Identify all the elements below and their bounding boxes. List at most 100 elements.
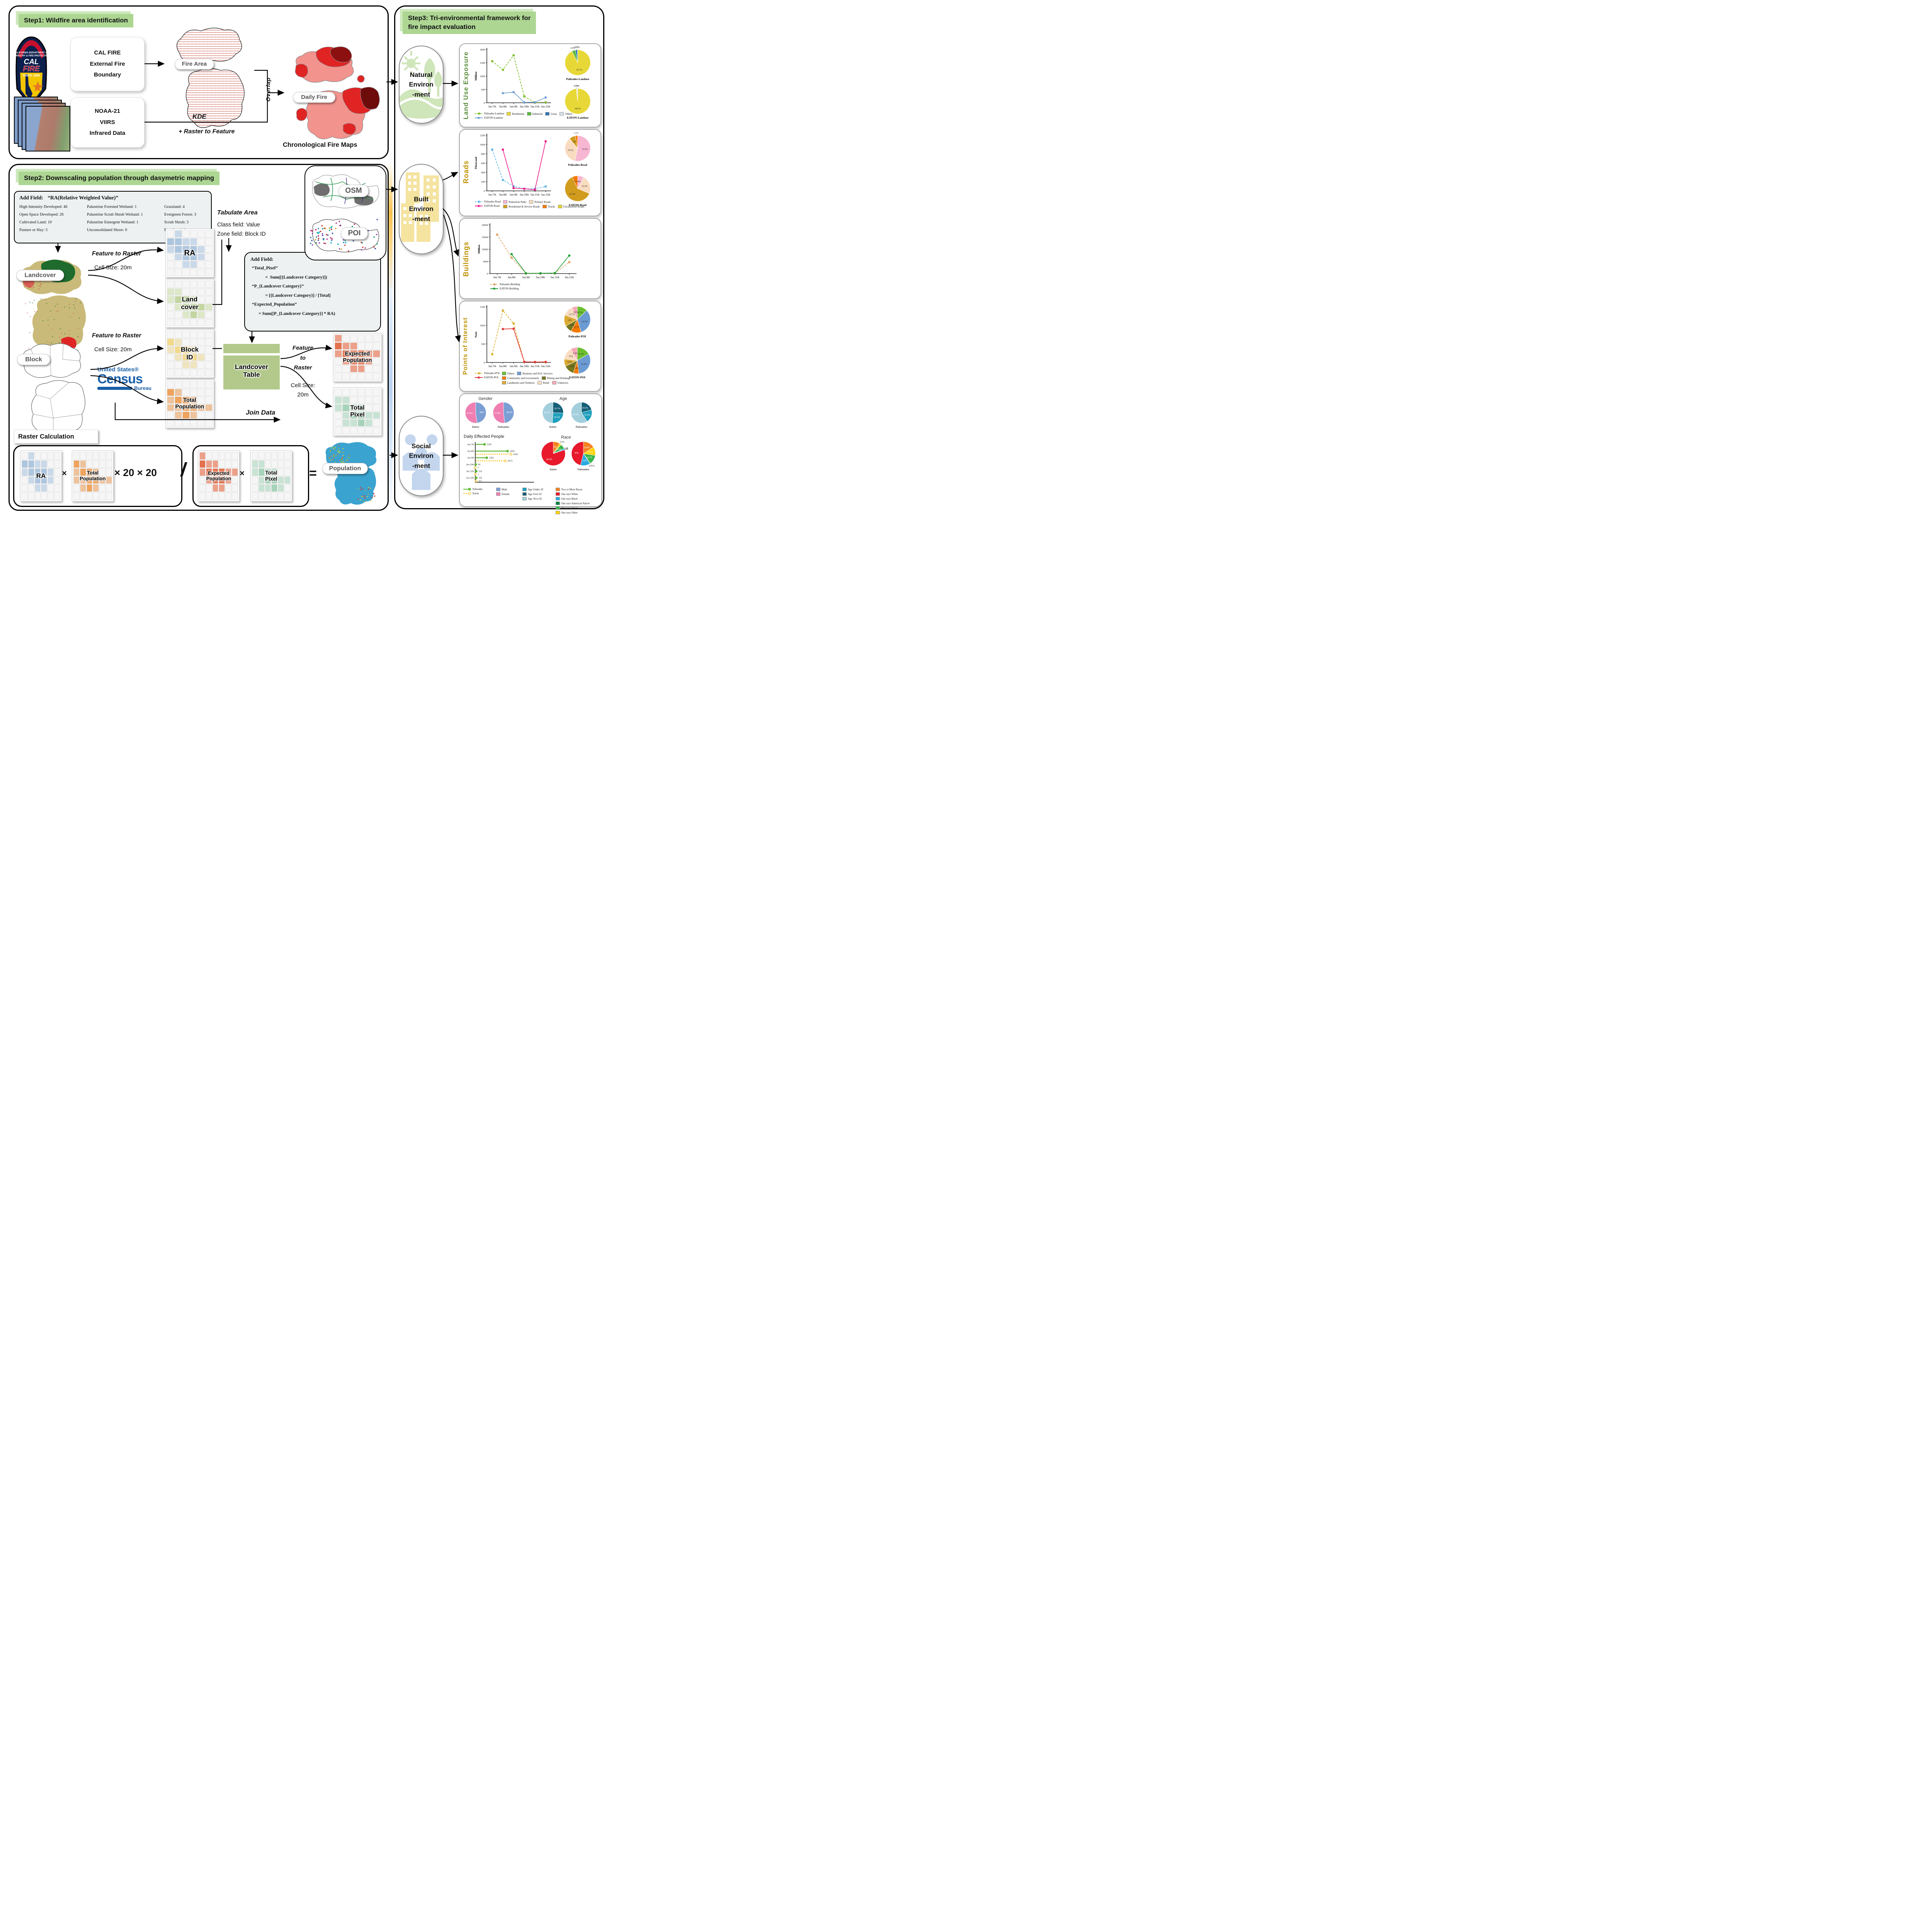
poi-pill[interactable]: POI	[341, 227, 368, 240]
landcover-grid-label: Land cover	[181, 296, 199, 311]
svg-text:Jan.9th: Jan.9th	[510, 105, 518, 108]
svg-text:12.7%: 12.7%	[587, 456, 592, 459]
svg-text:23.4%: 23.4%	[582, 185, 588, 188]
svg-text:3926: 3926	[510, 450, 515, 452]
svg-text:EATON-Road: EATON-Road	[569, 203, 587, 207]
race-pie-palisades: 15.8% 11.6% 12.7% 0.87% 13% 46% Palisades	[571, 441, 596, 471]
landuse-pie-eaton: 98.3% 0.3%1.4% EATON-Landuse	[565, 85, 591, 119]
equation-total-population-label: Total Population	[80, 470, 106, 481]
add-field-title: Add Field:	[250, 256, 274, 262]
osm-poi-box	[304, 165, 386, 260]
feature-to-raster-label-2: Feature to Raster	[92, 332, 141, 339]
natural-environment-label: Natural Environ -ment	[409, 71, 434, 98]
svg-text:EATON-POI: EATON-POI	[569, 376, 585, 379]
osm-pill[interactable]: OSM	[338, 185, 369, 197]
svg-text:20.5%: 20.5%	[582, 407, 588, 409]
svg-text:Palisades-Landuse: Palisades-Landuse	[566, 77, 589, 81]
equation-total-pixel-label: Total Pixel	[265, 470, 277, 482]
built-environment-label: Built Environ -ment	[409, 195, 434, 223]
ra-grid-label: RA	[184, 248, 196, 257]
gender-pie-palisades: 48.2% 51.8% Palisades	[493, 402, 514, 429]
svg-text:0: 0	[484, 102, 485, 104]
svg-text:59.1%: 59.1%	[573, 413, 579, 416]
svg-text:Jan.8th: Jan.8th	[508, 276, 516, 279]
roads-line-chart: 0 200 400 600 800 1000 1200 Jan.7th Jan.8th Jan.9…	[474, 134, 551, 196]
svg-text:Jan.8th: Jan.8th	[499, 105, 507, 108]
census-line2: Census	[97, 372, 143, 386]
svg-text:14%: 14%	[568, 320, 572, 322]
equation-times3: ×	[240, 468, 245, 478]
calfire-name1: CAL	[24, 58, 39, 66]
svg-text:200: 200	[481, 180, 485, 183]
svg-text:6.8%: 6.8%	[574, 367, 579, 370]
svg-text:1500: 1500	[480, 306, 485, 308]
svg-text:Jan.12th: Jan.12th	[565, 276, 574, 279]
noaa-source-box[interactable]: NOAA-21 VIIRS Infrared Data	[70, 97, 145, 148]
feature-to-raster-label-1: Feature to Raster	[92, 250, 141, 257]
satellite-image-stack	[14, 97, 72, 151]
svg-text:0.3%: 0.3%	[574, 85, 578, 87]
age-title: Age	[560, 396, 567, 401]
svg-text:48.2%: 48.2%	[507, 412, 513, 414]
svg-text:Jan.8th: Jan.8th	[467, 450, 474, 452]
built-environment-capsule[interactable]: Built Environ -ment	[399, 164, 444, 254]
age-pie-eaton: 25.7% 25.2% 49.1% Eaton	[542, 402, 564, 429]
equation-times2: × 20 × 20	[114, 467, 157, 478]
svg-text:0: 0	[484, 190, 485, 192]
calfire-since: SINCE 1885	[23, 74, 40, 77]
age-legend: Age Under 18 Age Over 65 Age 18 to 65	[522, 488, 543, 500]
svg-text:Jan.7th: Jan.7th	[493, 276, 502, 279]
svg-text:Jan.11th: Jan.11th	[531, 193, 540, 196]
svg-text:Million: Million	[477, 245, 481, 254]
social-environment-capsule[interactable]: Social Environ -ment	[399, 416, 444, 496]
svg-text:1000: 1000	[480, 143, 485, 146]
svg-text:Jan.10th: Jan.10th	[520, 193, 529, 196]
svg-text:Jan.11th: Jan.11th	[531, 105, 540, 108]
svg-text:1: 1	[478, 473, 479, 476]
daily-fire-pill[interactable]: Daily Fire	[293, 92, 335, 103]
ra-col2: Palustrine Forested Wetland: 1 Palustrin…	[87, 205, 143, 232]
calfire-name2: FIRE	[23, 65, 40, 73]
calfire-arc1: CALIFORNIA DEPARTMENT OF	[15, 52, 48, 54]
poi-pie-palisades: 12.7%32.5%12.7%8.8%14%12.7%6.6%Palisades…	[564, 306, 591, 338]
calfire-source-box[interactable]: CAL FIRE External Fire Boundary	[70, 37, 145, 91]
add-field-box: Add Field: “Total_Pixel” = Sum([{Landcov…	[244, 252, 381, 332]
total-population-grid: Total Population	[165, 379, 214, 428]
svg-text:Num: Num	[474, 331, 478, 338]
svg-text:0: 0	[484, 361, 485, 364]
svg-text:0.87%: 0.87%	[589, 465, 595, 467]
buildings-line-chart: 0 5000 10000 15000 20000 Jan.7th Jan.8th Jan.9t…	[477, 223, 577, 279]
natural-environment-icon	[400, 51, 443, 119]
block-id-grid-label: Block ID	[180, 346, 199, 361]
block-pill[interactable]: Block	[17, 354, 50, 365]
gender-pie-eaton: 48% 52.3% Eaton	[465, 402, 486, 429]
total-pixel-grid: Total Pixel	[333, 387, 382, 436]
expected-population-grid: Expected Population	[333, 333, 382, 382]
landcover-pill[interactable]: Landcover	[16, 270, 64, 281]
svg-text:0.2%: 0.2%	[575, 46, 580, 49]
natural-environment-capsule[interactable]: Natural Environ -ment	[399, 46, 444, 124]
svg-text:5000: 5000	[483, 260, 488, 263]
raster-calculation-label: Raster Calculation	[14, 430, 98, 444]
fire-area-pill[interactable]: Fire Area	[175, 59, 214, 70]
landcover-table-body	[223, 355, 280, 389]
buildings-panel	[459, 218, 601, 299]
svg-text:Jan.12th: Jan.12th	[466, 477, 474, 480]
svg-text:1200: 1200	[480, 134, 485, 137]
svg-text:Jan.9th: Jan.9th	[522, 276, 530, 279]
landuse-panel-label: Land Use Exposure	[462, 51, 469, 119]
zone-field-label: Zone field: Block ID	[217, 231, 266, 237]
svg-text:2000: 2000	[480, 48, 485, 51]
svg-text:Jan.9th: Jan.9th	[467, 457, 474, 459]
svg-text:1.4%: 1.4%	[575, 85, 579, 87]
equation-total-pixel-grid: Total Pixel	[250, 451, 292, 502]
svg-text:0.08%: 0.08%	[565, 448, 568, 451]
svg-text:2.7%: 2.7%	[574, 46, 578, 49]
ra-box-title: Add Field:	[19, 195, 43, 201]
svg-text:Palisades-Road: Palisades-Road	[568, 163, 587, 167]
population-pill[interactable]: Population	[322, 463, 368, 474]
svg-text:8.9%: 8.9%	[568, 361, 572, 363]
svg-text:EATON-Landuse: EATON-Landuse	[567, 116, 589, 119]
svg-text:Jan.7th: Jan.7th	[488, 193, 497, 196]
census-line3: Bureau	[134, 385, 151, 391]
